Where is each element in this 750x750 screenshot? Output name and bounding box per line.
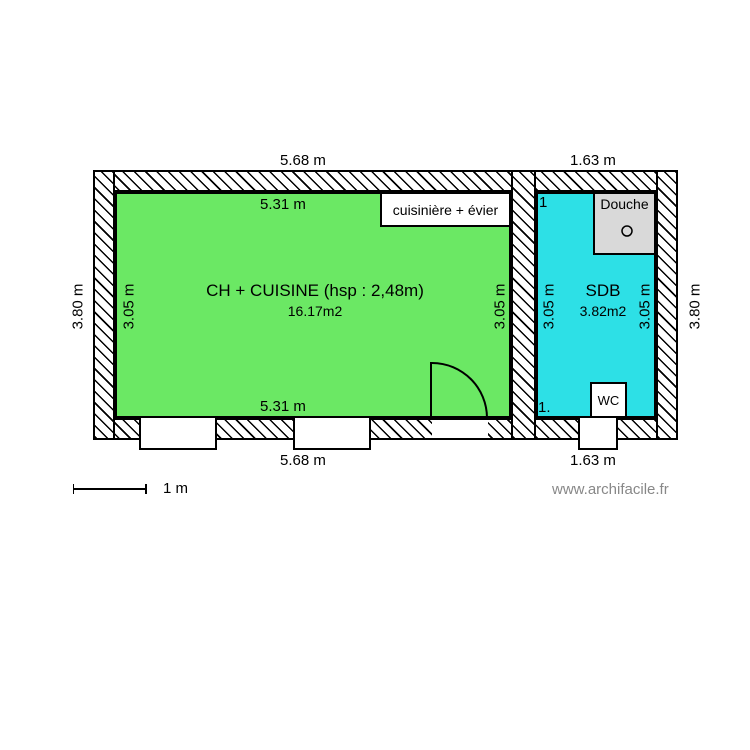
window-2 [293,436,371,450]
label-douche: Douche [600,196,648,212]
dim-sdb-inner-right: 3.05 m [636,284,653,330]
dim-sdb-inner-left: 3.05 m [540,284,557,330]
window-1-gap [139,418,217,440]
dim-main-inner-right: 3.05 m [491,284,508,330]
dim-top-right: 1.63 m [570,152,616,169]
scale-bar: 1 m [73,480,163,505]
window-3-gap [578,418,618,440]
outer-wall-top [93,170,678,192]
watermark: www.archifacile.fr [552,481,669,498]
fixture-wc: WC [590,382,627,418]
floorplan-canvas: 5.68 m 1.63 m 5.31 m 5.31 m 1 1. cuisini… [0,0,750,750]
room-main-label-line2: 16.17m2 [145,303,485,319]
door-opening [432,418,488,440]
dim-sdb-top-frag: 1 [539,194,547,211]
fixture-cuisiniere: cuisinière + évier [380,192,511,227]
room-sdb-label: SDB 3.82m2 [558,281,648,319]
dim-left-outer: 3.80 m [69,284,86,330]
dim-sdb-bottom-frag: 1. [538,399,551,416]
scale-bar-icon [73,480,163,500]
door-leaf [430,362,432,418]
label-cuisiniere: cuisinière + évier [393,202,498,218]
dim-top-left: 5.68 m [280,152,326,169]
dim-main-inner-bottom: 5.31 m [260,398,306,415]
room-main-label: CH + CUISINE (hsp : 2,48m) 16.17m2 [145,281,485,319]
scale-label: 1 m [163,480,188,497]
fixture-douche: Douche [593,192,656,255]
outer-wall-right [656,170,678,440]
douche-drain-icon [620,224,634,238]
room-sdb-label-line2: 3.82m2 [558,303,648,319]
dim-main-inner-top: 5.31 m [260,196,306,213]
room-main-label-line1: CH + CUISINE (hsp : 2,48m) [145,281,485,301]
window-1 [139,436,217,450]
dim-bottom-left: 5.68 m [280,452,326,469]
window-2-gap [293,418,371,440]
outer-wall-left [93,170,115,440]
label-wc: WC [598,393,620,408]
dim-main-inner-left: 3.05 m [120,284,137,330]
room-sdb-label-line1: SDB [558,281,648,301]
dim-right-outer: 3.80 m [686,284,703,330]
window-3 [578,436,618,450]
partition-wall [511,170,536,440]
dim-bottom-right: 1.63 m [570,452,616,469]
